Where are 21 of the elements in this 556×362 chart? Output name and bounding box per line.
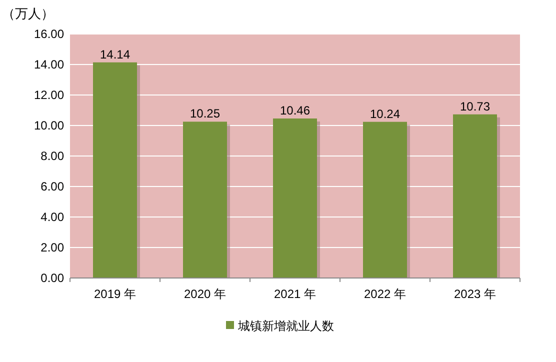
y-tick-label: 10.00 <box>34 118 64 132</box>
data-label: 10.25 <box>190 106 220 121</box>
y-tick-label: 6.00 <box>40 180 64 194</box>
data-label: 14.14 <box>100 47 130 62</box>
y-tick-label: 12.00 <box>34 88 64 102</box>
y-tick-label: 16.00 <box>34 27 64 41</box>
y-axis-title: （万人） <box>2 6 54 21</box>
x-tick-label: 2022 年 <box>364 287 406 301</box>
y-tick-label: 0.00 <box>40 271 64 285</box>
x-tick-label: 2021 年 <box>274 287 316 301</box>
y-tick-label: 2.00 <box>40 240 64 254</box>
data-label: 10.73 <box>460 99 490 114</box>
data-label: 10.46 <box>280 103 310 118</box>
y-tick-label: 8.00 <box>40 149 64 163</box>
y-tick-label: 14.00 <box>34 58 64 72</box>
x-tick-label: 2019 年 <box>94 287 136 301</box>
y-tick-label: 4.00 <box>40 210 64 224</box>
x-tick-label: 2023 年 <box>454 287 496 301</box>
data-label: 10.24 <box>370 106 400 121</box>
x-tick-label: 2020 年 <box>184 287 226 301</box>
legend-label: 城镇新增就业人数 <box>237 319 334 333</box>
